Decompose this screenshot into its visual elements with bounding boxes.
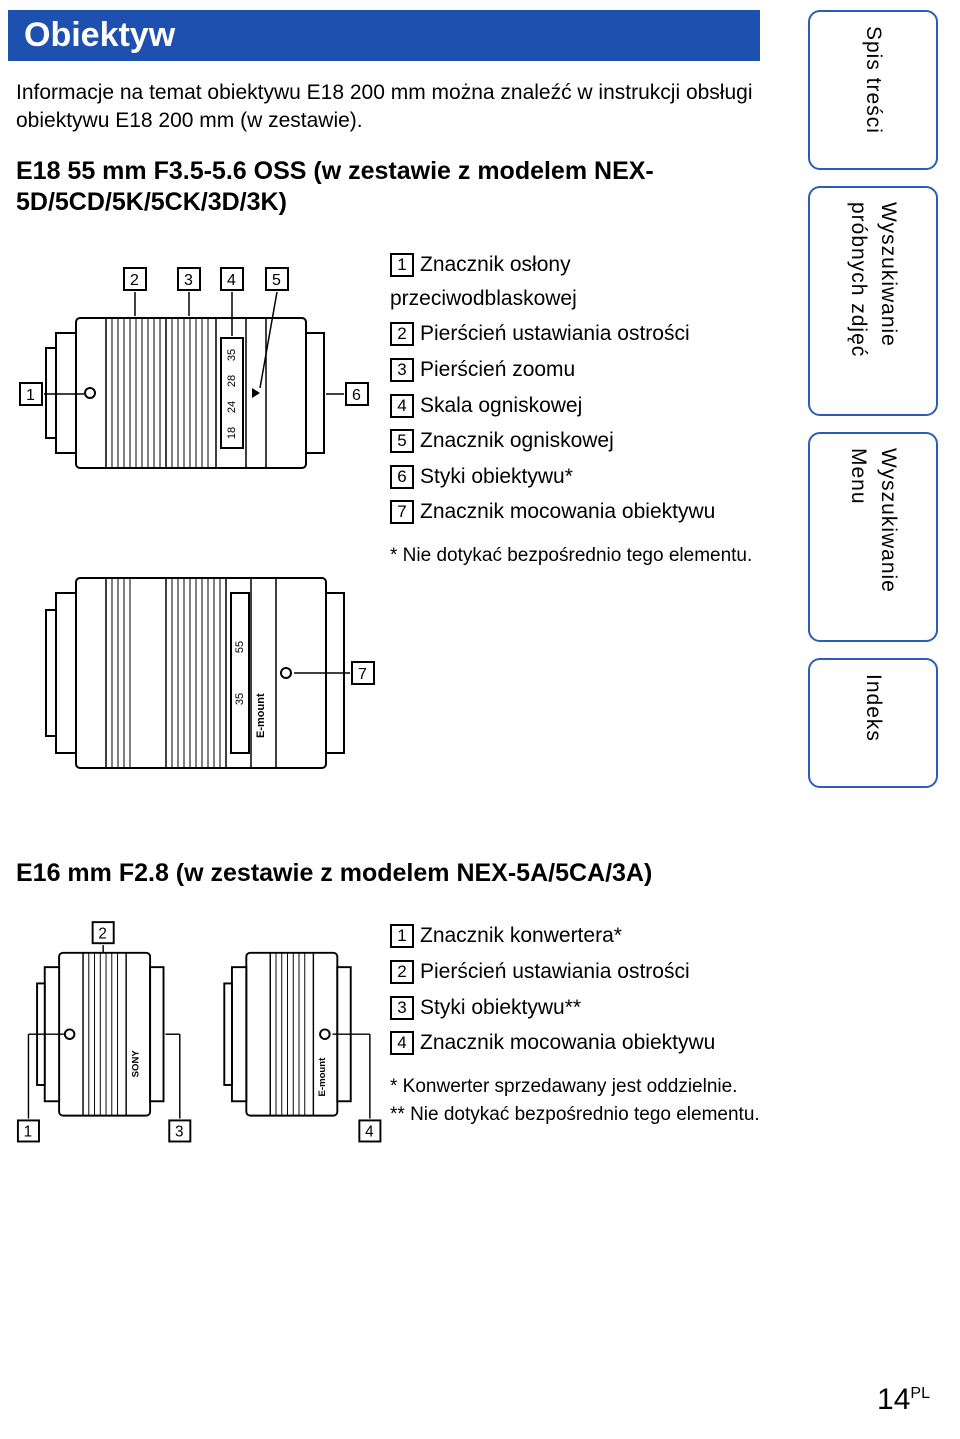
svg-text:6: 6: [352, 387, 361, 404]
tab-label-b: Menu: [846, 448, 870, 626]
lens2-a-svg: SONY 1 2 3: [16, 909, 198, 1169]
lens1-figure: 18 24 28 35 1 2 3 4 5 6: [0, 228, 390, 828]
lens2-figure: SONY 1 2 3: [0, 899, 390, 1169]
tab-label-a: Wyszukiwanie: [876, 202, 900, 400]
lens2-row: SONY 1 2 3: [0, 899, 960, 1169]
svg-text:2: 2: [98, 926, 107, 943]
lens1-item-6: Styki obiektywu*: [420, 465, 573, 488]
svg-text:E-mount: E-mount: [317, 1057, 328, 1097]
lens2-footnote-2: ** Nie dotykać bezpośrednio tego element…: [390, 1102, 760, 1129]
lens2-item-2: Pierścień ustawiania ostrości: [420, 960, 690, 983]
svg-text:SONY: SONY: [131, 1050, 142, 1078]
svg-text:24: 24: [226, 401, 238, 413]
lens1-item-7: Znacznik mocowania obiektywu: [420, 500, 715, 523]
svg-text:1: 1: [24, 1124, 33, 1141]
tab-toc[interactable]: Spis treści: [808, 10, 938, 170]
lens1-item-5: Znacznik ogniskowej: [420, 429, 614, 452]
svg-text:7: 7: [358, 666, 367, 683]
tab-label-a: Wyszukiwanie: [876, 448, 900, 626]
svg-text:35: 35: [226, 349, 238, 361]
tab-label: Indeks: [861, 674, 885, 772]
lens2-item-4: Znacznik mocowania obiektywu: [420, 1031, 715, 1054]
svg-text:28: 28: [226, 375, 238, 387]
svg-text:3: 3: [184, 272, 193, 289]
side-tabs: Spis treści Wyszukiwanie próbnych zdjęć …: [808, 10, 938, 804]
svg-text:E-mount: E-mount: [255, 693, 267, 738]
tab-menu-search[interactable]: Wyszukiwanie Menu: [808, 432, 938, 642]
svg-text:4: 4: [227, 272, 236, 289]
svg-text:3: 3: [175, 1124, 184, 1141]
lens2-b-svg: E-mount 4: [208, 909, 390, 1169]
tab-sample-search[interactable]: Wyszukiwanie próbnych zdjęć: [808, 186, 938, 416]
svg-text:55: 55: [234, 641, 246, 653]
svg-text:4: 4: [365, 1124, 374, 1141]
lens1-item-4: Skala ogniskowej: [420, 394, 582, 417]
intro-text: Informacje na temat obiektywu E18 200 mm…: [16, 79, 760, 136]
lens1-item-3: Pierścień zoomu: [420, 358, 575, 381]
page-title: Obiektyw: [8, 10, 760, 61]
tab-index[interactable]: Indeks: [808, 658, 938, 788]
tab-label: Spis treści: [861, 26, 885, 154]
svg-text:5: 5: [272, 272, 281, 289]
svg-text:18: 18: [226, 427, 238, 439]
lens1-item-1: Znacznik osłony przeciwodblaskowej: [390, 253, 577, 310]
lens2-legend: 1Znacznik konwertera* 2Pierścień ustawia…: [390, 899, 960, 1169]
lens1-bottom-svg: 35 55 E-mount 7: [16, 538, 386, 828]
lens1-item-2: Pierścień ustawiania ostrości: [420, 322, 690, 345]
lens1-heading: E18 55 mm F3.5-5.6 OSS (w zestawie z mod…: [16, 156, 760, 219]
page-number: 14PL: [877, 1383, 930, 1417]
lens2-item-3: Styki obiektywu**: [420, 996, 581, 1019]
svg-text:35: 35: [234, 693, 246, 705]
lens1-footnote: * Nie dotykać bezpośrednio tego elementu…: [390, 543, 760, 570]
svg-text:2: 2: [130, 272, 139, 289]
lens2-heading: E16 mm F2.8 (w zestawie z modelem NEX-5A…: [16, 858, 760, 889]
lens1-top-svg: 18 24 28 35 1 2 3 4 5 6: [16, 238, 386, 538]
lens2-footnote-1: * Konwerter sprzedawany jest oddzielnie.: [390, 1074, 760, 1101]
svg-text:1: 1: [26, 387, 35, 404]
lens2-item-1: Znacznik konwertera*: [420, 924, 622, 947]
tab-label-b: próbnych zdjęć: [846, 202, 870, 400]
